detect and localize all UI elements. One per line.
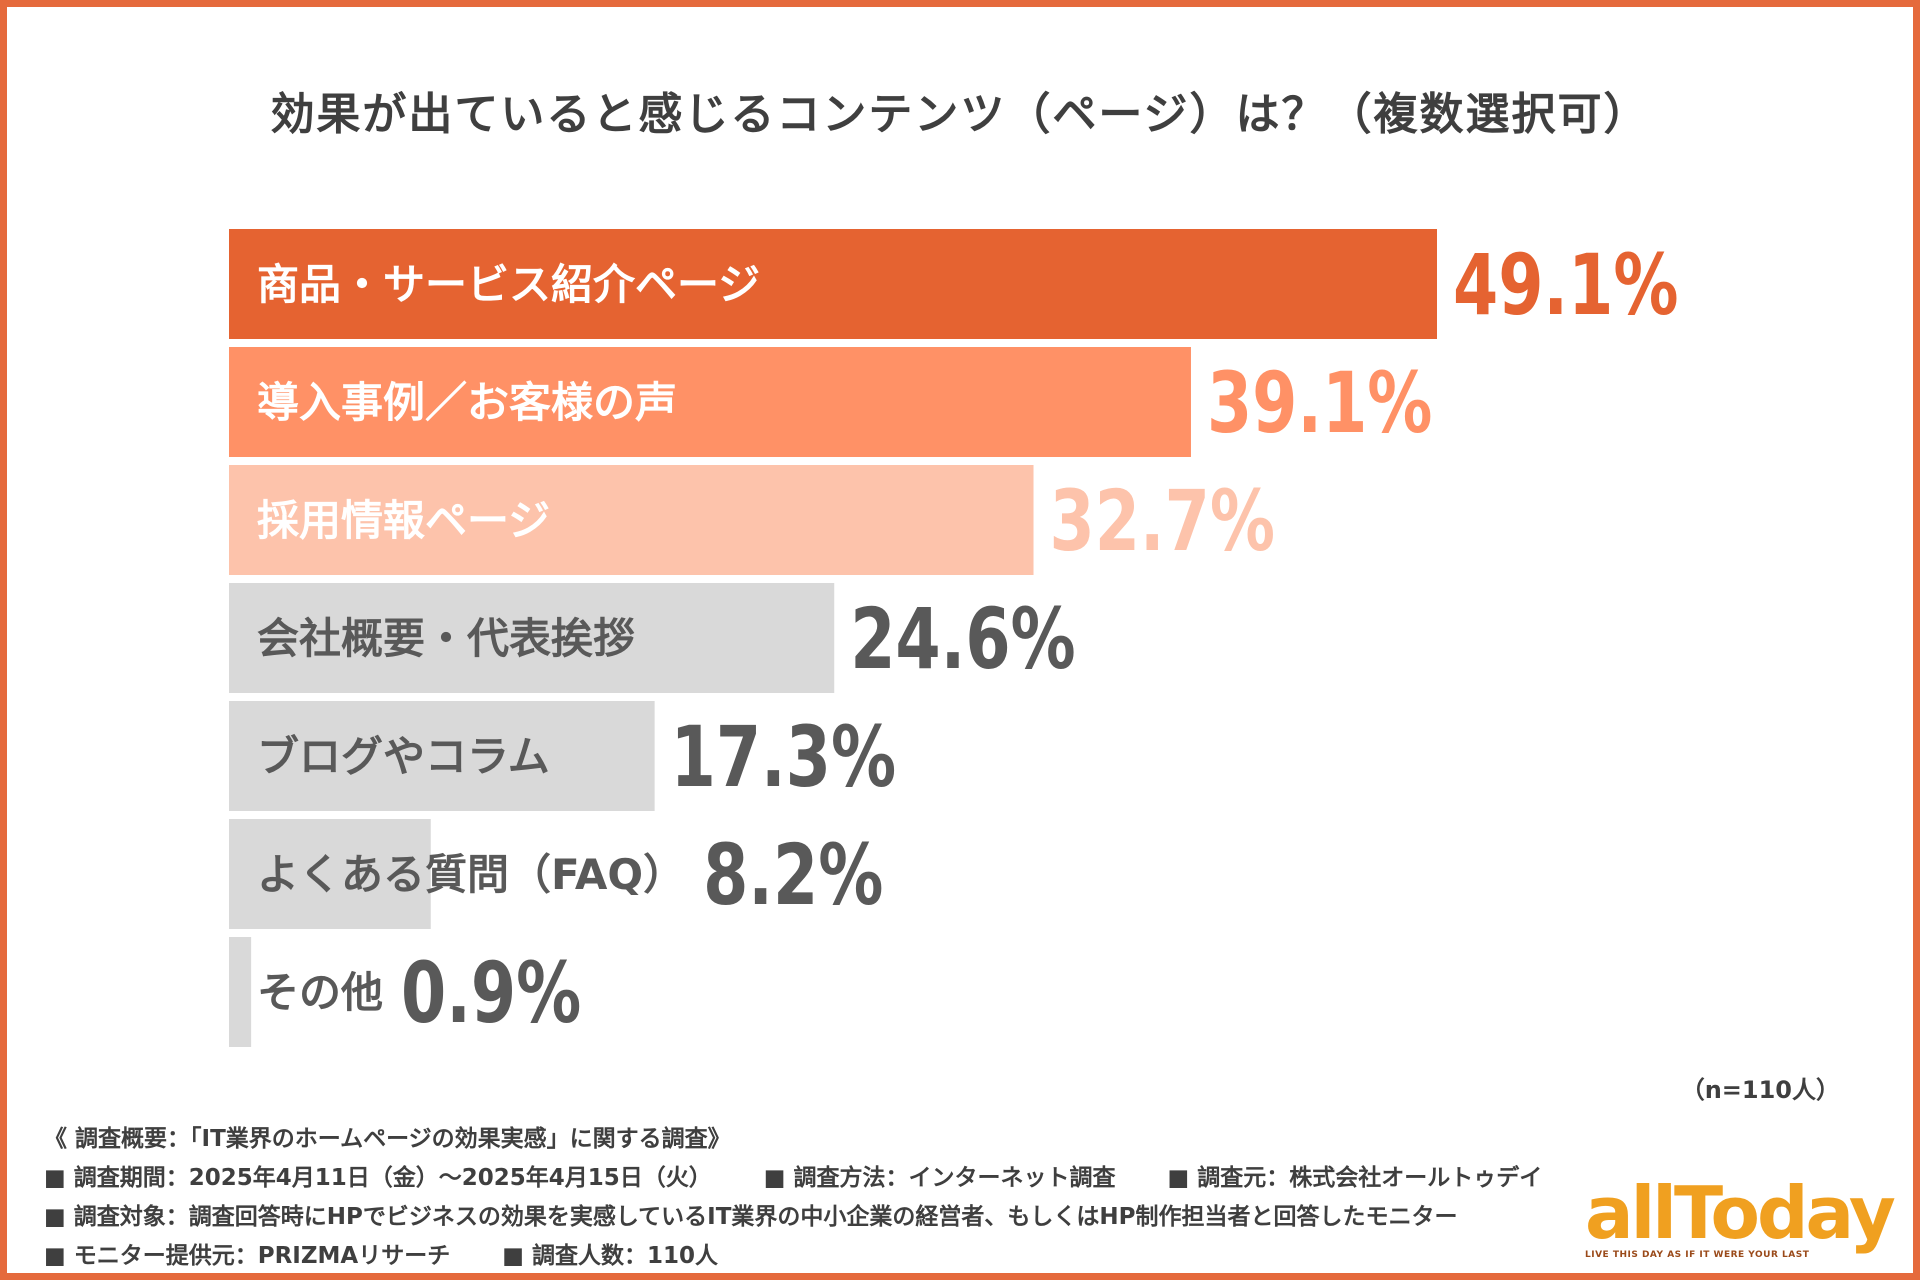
category-label-2: 導入事例／お客様の声	[257, 378, 677, 427]
logo-wordmark: allToday	[1585, 1171, 1896, 1255]
survey-method: ■ 調査方法：インターネット調査	[763, 1165, 1116, 1191]
value-label-3: 32.7%	[1050, 473, 1275, 571]
bar-2	[229, 347, 1191, 457]
survey-count: ■ 調査人数：110人	[502, 1243, 718, 1269]
category-label-5: ブログやコラム	[257, 732, 550, 781]
category-label-1: 商品・サービス紹介ページ	[257, 260, 760, 309]
value-label-7: 0.9%	[401, 945, 581, 1043]
value-label-6: 8.2%	[703, 827, 883, 925]
alltoday-logo: allToday LIVE THIS DAY AS IF IT WERE YOU…	[1585, 1171, 1896, 1260]
value-label-4: 24.6%	[850, 591, 1075, 689]
value-label-1: 49.1%	[1453, 237, 1678, 335]
notes-line-1: ■ 調査期間：2025年4月11日（金）〜2025年4月15日（火） ■ 調査方法…	[44, 1159, 1594, 1198]
bar-chart: 商品・サービス紹介ページ 49.1% 導入事例／お客様の声 39.1% 採用情報ページ 3…	[229, 229, 1678, 1047]
logo-tagline: LIVE THIS DAY AS IF IT WERE YOUR LAST	[1585, 1250, 1810, 1260]
sample-size-label: （n=110人）	[1680, 1076, 1840, 1104]
category-label-6: よくある質問（FAQ）	[257, 850, 685, 899]
bar-4	[229, 583, 835, 693]
monitor-provider: ■ モニター提供元：PRIZMAリサーチ	[44, 1243, 451, 1269]
bar-5	[229, 701, 655, 811]
survey-source: ■ 調査元：株式会社オールトゥデイ	[1167, 1165, 1543, 1191]
bar-7	[229, 937, 252, 1047]
category-label-7: その他	[257, 968, 383, 1017]
bar-6	[229, 819, 431, 929]
notes-heading: 《 調査概要：「IT業界のホームページの効果実感」に関する調査》	[44, 1126, 731, 1152]
survey-period: ■ 調査期間：2025年4月11日（金）〜2025年4月15日（火）	[44, 1165, 712, 1191]
survey-target: ■ 調査対象：調査回答時にHPでビジネスの効果を実感しているIT業界の中小企業の…	[44, 1204, 1458, 1230]
chart-title: 効果が出ていると感じるコンテンツ（ページ）は？（複数選択可）	[270, 89, 1650, 140]
notes-line-3: ■ モニター提供元：PRIZMAリサーチ ■ 調査人数：110人	[44, 1237, 1594, 1276]
value-label-2: 39.1%	[1207, 355, 1432, 453]
bar-1	[229, 229, 1437, 339]
bar-3	[229, 465, 1034, 575]
category-label-4: 会社概要・代表挨拶	[257, 614, 635, 663]
survey-notes: 《 調査概要：「IT業界のホームページの効果実感」に関する調査》 ■ 調査期間：…	[44, 1120, 1594, 1276]
value-label-5: 17.3%	[671, 709, 896, 807]
category-label-3: 採用情報ページ	[257, 496, 550, 545]
